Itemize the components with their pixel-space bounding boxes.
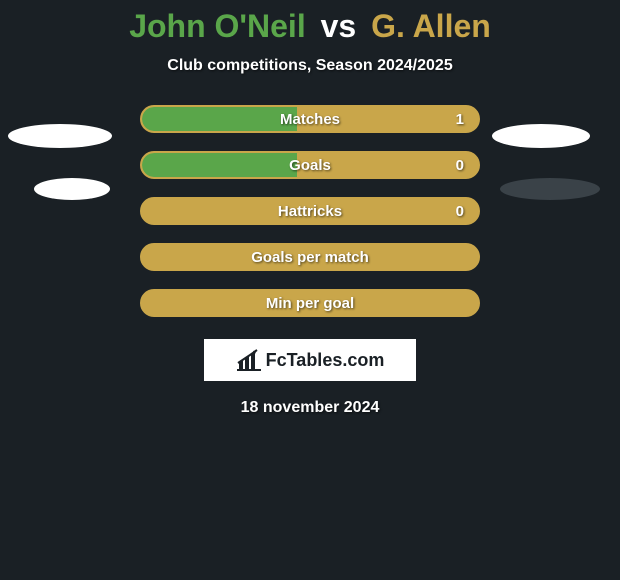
player2-name: G. Allen	[371, 8, 491, 44]
stat-value-right: 1	[456, 111, 464, 128]
brand-text: FcTables.com	[266, 350, 385, 371]
stat-label: Matches	[280, 111, 340, 128]
stat-label: Goals per match	[251, 249, 369, 266]
stat-fill-left	[142, 107, 297, 131]
vs-text: vs	[321, 8, 357, 44]
comparison-title: John O'Neil vs G. Allen	[0, 0, 620, 45]
stat-row: Goals per match	[140, 243, 480, 271]
bar-chart-icon	[236, 349, 262, 371]
stat-label: Hattricks	[278, 203, 342, 220]
decorative-ellipse	[500, 178, 600, 200]
decorative-ellipse	[34, 178, 110, 200]
stat-value-right: 0	[456, 157, 464, 174]
subtitle: Club competitions, Season 2024/2025	[0, 57, 620, 75]
decorative-ellipse	[8, 124, 112, 148]
decorative-ellipse	[492, 124, 590, 148]
brand-box[interactable]: FcTables.com	[204, 339, 416, 381]
stat-row: Matches 1	[140, 105, 480, 133]
stat-row: Goals 0	[140, 151, 480, 179]
stat-label: Min per goal	[266, 295, 354, 312]
date-text: 18 november 2024	[0, 399, 620, 417]
player1-name: John O'Neil	[129, 8, 306, 44]
stat-label: Goals	[289, 157, 331, 174]
stat-row: Hattricks 0	[140, 197, 480, 225]
brand-inner: FcTables.com	[236, 349, 385, 371]
stat-fill-left	[142, 153, 297, 177]
stat-value-right: 0	[456, 203, 464, 220]
stat-row: Min per goal	[140, 289, 480, 317]
